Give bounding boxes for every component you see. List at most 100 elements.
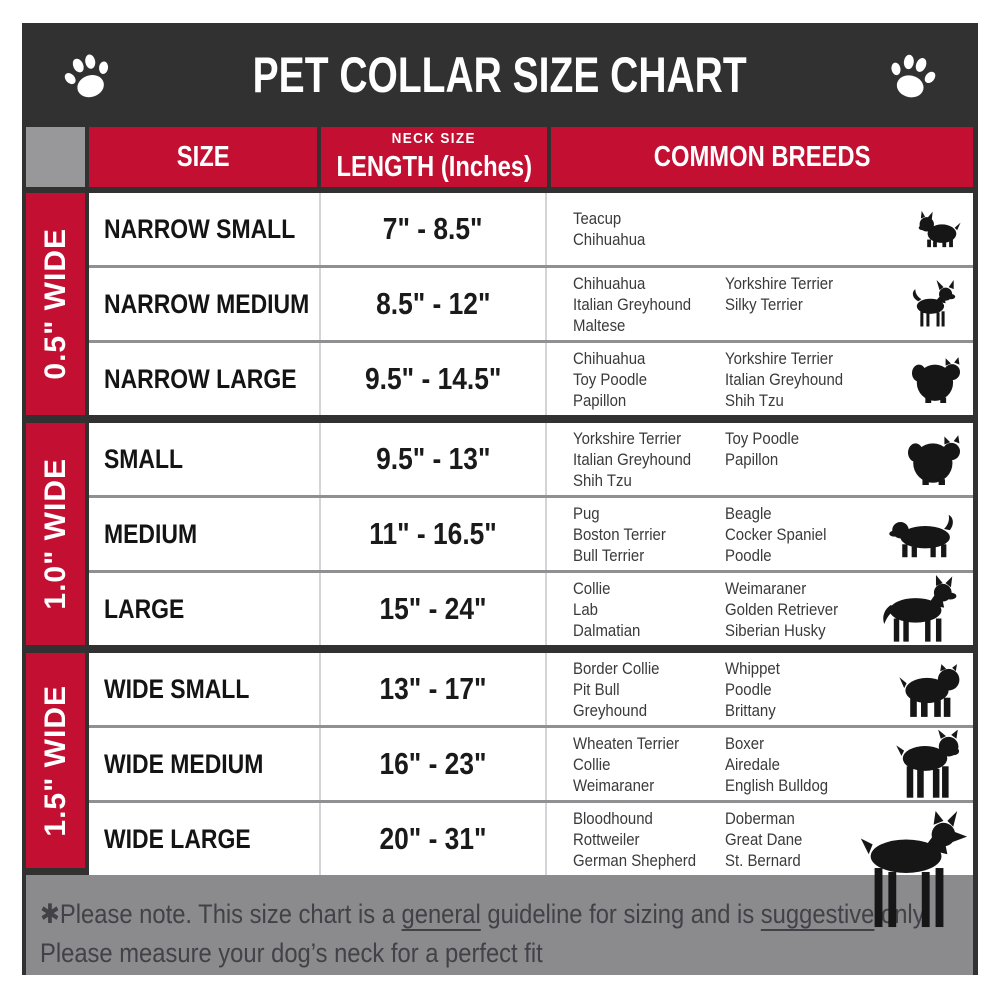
header-length-label: LENGTH (Inches) — [336, 151, 532, 183]
size-label: WIDE MEDIUM — [104, 748, 264, 779]
length-cell: 13" - 17" — [319, 653, 547, 725]
header-size: SIZE — [89, 127, 317, 187]
size-label: SMALL — [104, 443, 184, 474]
breeds-column-1: Teacup Chihuahua — [573, 209, 646, 249]
table-header-row: SIZE NECK SIZE LENGTH (Inches) COMMON BR… — [26, 127, 973, 187]
pit-bull-icon — [897, 660, 963, 718]
size-table: SIZE NECK SIZE LENGTH (Inches) COMMON BR… — [22, 127, 978, 928]
size-label: NARROW MEDIUM — [104, 288, 310, 319]
footer-note-line-2: Please measure your dog’s neck for a per… — [40, 938, 543, 968]
breeds-column-2: Weimaraner Golden Retriever Siberian Hus… — [725, 578, 839, 640]
length-value: 9.5" - 13" — [375, 441, 491, 476]
pekingese-icon — [905, 433, 963, 485]
boxer-icon — [891, 729, 963, 799]
width-band-label: 0.5" WIDE — [38, 228, 72, 380]
breeds-cell: Collie Lab Dalmatian Weimaraner Golden R… — [547, 573, 973, 645]
length-cell: 9.5" - 13" — [319, 423, 547, 495]
width-group-15: 1.5" WIDE WIDE SMALL 13" - 17" Border Co… — [26, 653, 973, 928]
table-row-narrow-small: NARROW SMALL 7" - 8.5" Teacup Chihuahua — [89, 193, 973, 265]
breeds-column-2: Yorkshire Terrier Italian Greyhound Shih… — [725, 348, 844, 410]
size-cell: WIDE MEDIUM — [89, 749, 319, 780]
breeds-column-1: Collie Lab Dalmatian — [573, 578, 641, 640]
length-cell: 15" - 24" — [319, 573, 547, 645]
size-cell: SMALL — [89, 444, 319, 475]
size-cell: LARGE — [89, 594, 319, 625]
breeds-column-2: Whippet Poodle Brittany — [725, 658, 780, 720]
breeds-column-1: Wheaten Terrier Collie Weimaraner — [573, 733, 680, 795]
breeds-column-1: Chihuahua Italian Greyhound Maltese — [573, 273, 692, 335]
length-value: 7" - 8.5" — [383, 211, 483, 246]
doberman-icon — [851, 810, 969, 930]
length-value: 9.5" - 14.5" — [364, 361, 502, 396]
table-row-wide-large: WIDE LARGE 20" - 31" Bloodhound Rottweil… — [89, 800, 973, 928]
size-label: MEDIUM — [104, 518, 198, 549]
header-breeds: COMMON BREEDS — [551, 127, 973, 187]
size-cell: NARROW MEDIUM — [89, 289, 319, 320]
width-band-label: 1.5" WIDE — [38, 684, 72, 837]
size-chart-poster: PET COLLAR SIZE CHART SIZE NECK SIZE LEN… — [22, 23, 978, 975]
length-cell: 8.5" - 12" — [319, 268, 547, 340]
size-cell: WIDE LARGE — [89, 824, 319, 855]
length-value: 16" - 23" — [379, 746, 487, 781]
breeds-column-2: Toy Poodle Papillon — [725, 428, 800, 469]
size-label: WIDE SMALL — [104, 673, 250, 704]
size-label: LARGE — [104, 593, 185, 624]
length-cell: 9.5" - 14.5" — [319, 343, 547, 415]
header-length: NECK SIZE LENGTH (Inches) — [321, 127, 547, 187]
footer-note-line-1: ✱Please note. This size chart is a gener… — [40, 899, 930, 929]
table-row-wide-small: WIDE SMALL 13" - 17" Border Collie Pit B… — [89, 653, 973, 725]
breeds-cell: Wheaten Terrier Collie Weimaraner Boxer … — [547, 728, 973, 800]
width-group-05: 0.5" WIDE NARROW SMALL 7" - 8.5" Teacup … — [26, 193, 973, 415]
dachshund-icon — [885, 509, 963, 559]
length-cell: 7" - 8.5" — [319, 193, 547, 265]
header-corner-cell — [26, 127, 85, 187]
breeds-column-1: Border Collie Pit Bull Greyhound — [573, 658, 660, 720]
size-cell: NARROW LARGE — [89, 364, 319, 395]
length-cell: 20" - 31" — [319, 803, 547, 875]
breeds-column-1: Yorkshire Terrier Italian Greyhound Shih… — [573, 428, 692, 490]
title-bar: PET COLLAR SIZE CHART — [22, 23, 978, 127]
breeds-column-2: Yorkshire Terrier Silky Terrier — [725, 273, 834, 314]
size-label: NARROW SMALL — [104, 213, 296, 244]
length-cell: 11" - 16.5" — [319, 498, 547, 570]
table-row-narrow-large: NARROW LARGE 9.5" - 14.5" Chihuahua Toy … — [89, 340, 973, 415]
header-size-label: SIZE — [176, 140, 230, 173]
breeds-cell: Pug Boston Terrier Bull Terrier Beagle C… — [547, 498, 973, 570]
width-band-05: 0.5" WIDE — [26, 193, 89, 415]
size-label: NARROW LARGE — [104, 363, 297, 394]
width-band-15: 1.5" WIDE — [26, 653, 89, 875]
table-row-large: LARGE 15" - 24" Collie Lab Dalmatian Wei… — [89, 570, 973, 645]
length-value: 15" - 24" — [379, 591, 487, 626]
size-label: WIDE LARGE — [104, 823, 251, 854]
paw-print-icon — [886, 48, 940, 102]
size-cell: WIDE SMALL — [89, 674, 319, 705]
asterisk: ✱ — [40, 899, 60, 929]
footer-note: ✱Please note. This size chart is a gener… — [22, 875, 978, 975]
breeds-column-2: Boxer Airedale English Bulldog — [725, 733, 829, 795]
size-cell: NARROW SMALL — [89, 214, 319, 245]
pomeranian-icon — [909, 355, 963, 403]
breeds-column-1: Pug Boston Terrier Bull Terrier — [573, 503, 666, 565]
breeds-cell: Chihuahua Toy Poodle Papillon Yorkshire … — [547, 343, 973, 415]
paw-print-icon — [60, 48, 114, 102]
header-breeds-label: COMMON BREEDS — [653, 140, 871, 173]
underlined-word-general: general — [401, 899, 481, 929]
width-band-label: 1.0" WIDE — [38, 458, 72, 610]
breeds-cell: Chihuahua Italian Greyhound Maltese York… — [547, 268, 973, 340]
size-cell: MEDIUM — [89, 519, 319, 550]
width-band-10: 1.0" WIDE — [26, 423, 89, 645]
length-value: 8.5" - 12" — [375, 286, 491, 321]
length-cell: 16" - 23" — [319, 728, 547, 800]
length-value: 11" - 16.5" — [369, 516, 497, 551]
breeds-column-1: Bloodhound Rottweiler German Shepherd — [573, 808, 697, 870]
breeds-cell: Yorkshire Terrier Italian Greyhound Shih… — [547, 423, 973, 495]
table-row-narrow-medium: NARROW MEDIUM 8.5" - 12" Chihuahua Itali… — [89, 265, 973, 340]
chihuahua-icon — [907, 280, 963, 328]
breeds-cell: Teacup Chihuahua — [547, 193, 973, 265]
breeds-cell: Border Collie Pit Bull Greyhound Whippet… — [547, 653, 973, 725]
header-neck-size-label: NECK SIZE — [391, 130, 477, 147]
breeds-column-2: Beagle Cocker Spaniel Poodle — [725, 503, 827, 565]
table-row-medium: MEDIUM 11" - 16.5" Pug Boston Terrier Bu… — [89, 495, 973, 570]
underlined-word-suggestive: suggestive — [760, 899, 875, 929]
yorkshire-terrier-icon — [915, 210, 963, 248]
